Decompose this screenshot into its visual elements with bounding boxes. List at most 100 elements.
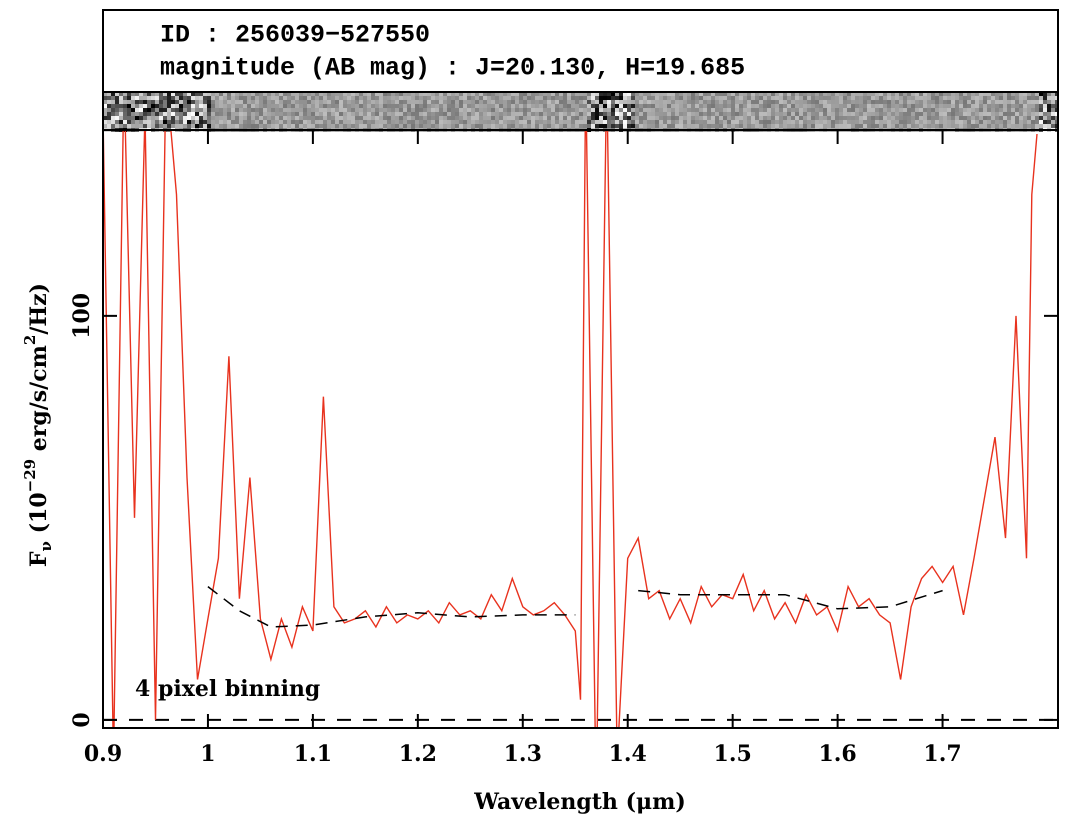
strip-pixel (547, 92, 551, 96)
strip-pixel (155, 120, 159, 124)
strip-pixel (707, 96, 711, 100)
strip-pixel (719, 104, 723, 108)
strip-pixel (1023, 124, 1027, 128)
strip-pixel (823, 100, 827, 104)
strip-pixel (443, 120, 447, 124)
strip-pixel (575, 92, 579, 96)
strip-pixel (115, 96, 119, 100)
strip-pixel (719, 108, 723, 112)
strip-pixel (739, 108, 743, 112)
strip-pixel (619, 108, 623, 112)
strip-pixel (747, 124, 751, 128)
strip-pixel (1039, 124, 1043, 128)
strip-pixel (163, 96, 167, 100)
strip-pixel (363, 124, 367, 128)
strip-pixel (875, 116, 879, 120)
strip-pixel (607, 120, 611, 124)
strip-pixel (319, 96, 323, 100)
strip-pixel (871, 120, 875, 124)
strip-pixel (231, 112, 235, 116)
strip-pixel (263, 116, 267, 120)
strip-pixel (195, 112, 199, 116)
strip-pixel (787, 104, 791, 108)
strip-pixel (407, 92, 411, 96)
strip-pixel (299, 96, 303, 100)
strip-pixel (459, 96, 463, 100)
strip-pixel (1027, 112, 1031, 116)
strip-pixel (571, 120, 575, 124)
strip-pixel (367, 108, 371, 112)
strip-pixel (247, 92, 251, 96)
strip-pixel (499, 100, 503, 104)
strip-pixel (747, 120, 751, 124)
strip-pixel (1023, 108, 1027, 112)
strip-pixel (315, 92, 319, 96)
strip-pixel (155, 104, 159, 108)
strip-pixel (299, 124, 303, 128)
strip-pixel (879, 92, 883, 96)
strip-pixel (399, 104, 403, 108)
strip-pixel (635, 108, 639, 112)
strip-pixel (447, 116, 451, 120)
strip-pixel (659, 120, 663, 124)
strip-pixel (411, 120, 415, 124)
strip-pixel (1007, 100, 1011, 104)
strip-pixel (599, 96, 603, 100)
strip-pixel (959, 124, 963, 128)
strip-pixel (967, 100, 971, 104)
strip-pixel (255, 108, 259, 112)
strip-pixel (123, 100, 127, 104)
strip-pixel (859, 116, 863, 120)
strip-pixel (135, 124, 139, 128)
strip-pixel (275, 100, 279, 104)
strip-pixel (603, 96, 607, 100)
strip-pixel (203, 92, 207, 96)
strip-pixel (643, 124, 647, 128)
strip-pixel (527, 112, 531, 116)
strip-pixel (959, 92, 963, 96)
strip-pixel (351, 120, 355, 124)
strip-pixel (627, 92, 631, 96)
strip-pixel (667, 112, 671, 116)
x-tick-label: 1.1 (294, 741, 332, 767)
strip-pixel (199, 100, 203, 104)
strip-pixel (727, 120, 731, 124)
strip-pixel (995, 108, 999, 112)
strip-pixel (731, 104, 735, 108)
strip-pixel (835, 92, 839, 96)
strip-pixel (515, 92, 519, 96)
strip-pixel (231, 116, 235, 120)
strip-pixel (127, 100, 131, 104)
strip-pixel (251, 100, 255, 104)
strip-pixel (111, 92, 115, 96)
strip-pixel (199, 112, 203, 116)
strip-pixel (183, 104, 187, 108)
strip-pixel (247, 116, 251, 120)
strip-pixel (543, 116, 547, 120)
strip-pixel (127, 92, 131, 96)
strip-pixel (131, 100, 135, 104)
strip-pixel (1019, 108, 1023, 112)
strip-pixel (543, 92, 547, 96)
strip-pixel (983, 124, 987, 128)
strip-pixel (323, 108, 327, 112)
strip-pixel (655, 116, 659, 120)
strip-pixel (939, 124, 943, 128)
strip-pixel (623, 92, 627, 96)
strip-pixel (815, 100, 819, 104)
strip-pixel (215, 120, 219, 124)
strip-pixel (1035, 116, 1039, 120)
strip-pixel (1039, 112, 1043, 116)
strip-pixel (311, 112, 315, 116)
strip-pixel (271, 108, 275, 112)
strip-pixel (803, 104, 807, 108)
strip-pixel (815, 124, 819, 128)
strip-pixel (1039, 96, 1043, 100)
strip-pixel (915, 100, 919, 104)
strip-pixel (119, 116, 123, 120)
strip-pixel (267, 104, 271, 108)
strip-pixel (455, 112, 459, 116)
strip-pixel (1051, 124, 1055, 128)
strip-pixel (107, 116, 111, 120)
strip-pixel (1047, 96, 1051, 100)
